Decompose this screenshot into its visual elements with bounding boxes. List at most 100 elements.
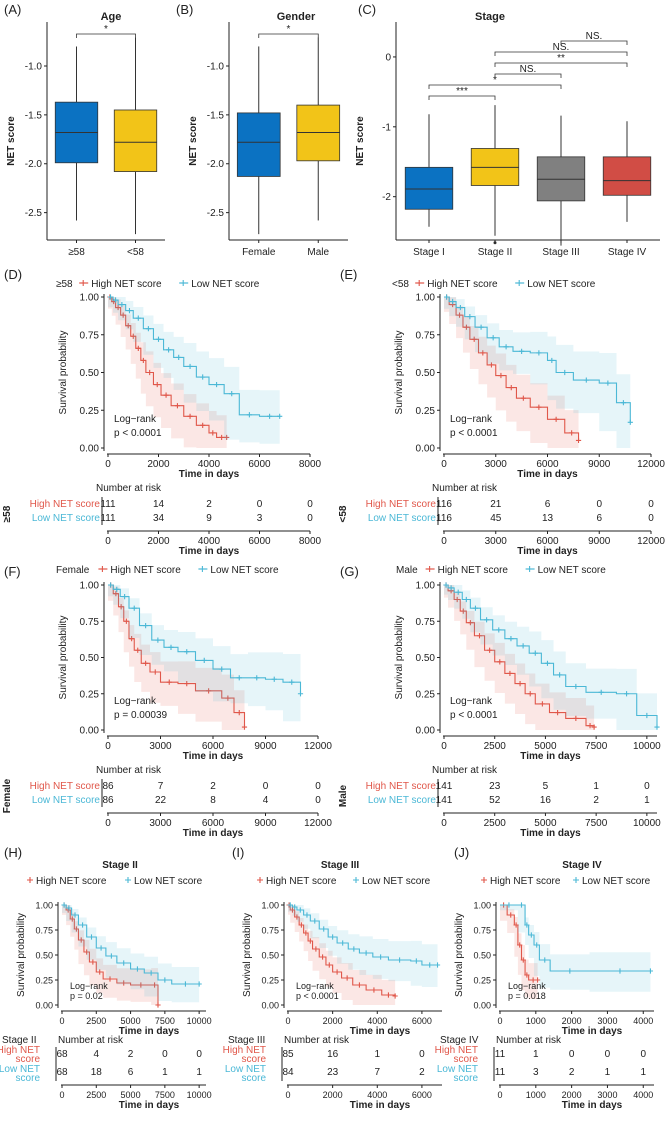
censor-mark: [184, 681, 190, 687]
censor-mark: [125, 323, 131, 329]
x-tick-label: 0: [285, 1016, 290, 1026]
censor-mark: [549, 357, 555, 364]
censor-mark: [187, 413, 193, 419]
risk-high-count: 5: [543, 781, 549, 792]
censor-mark: [213, 381, 220, 388]
x-tick-label: 12000: [637, 459, 665, 470]
significance-bracket: [428, 95, 496, 100]
risk-high-count: 1: [593, 781, 599, 792]
panel-label: (F): [4, 564, 21, 579]
strata-title: Female: [56, 565, 90, 576]
censor-mark: [460, 608, 466, 614]
strata-title: Stage III: [321, 860, 360, 871]
box-panel-1: (B) Gender -1.0 -1.5 -2.0 -2.5 NET score Female…: [176, 2, 348, 258]
risk-high-count: 0: [605, 1049, 611, 1060]
censor-mark: [450, 298, 456, 305]
risk-low-count: 34: [153, 513, 165, 524]
censor-mark: [644, 712, 650, 719]
p-value: p < 0.0001: [450, 428, 498, 439]
risk-low-count: 1: [605, 1067, 611, 1078]
risk-x-axis-label: Time in days: [119, 1100, 180, 1111]
censor-mark: [481, 877, 487, 883]
censor-mark: [520, 643, 526, 649]
significance-label: *: [493, 75, 497, 86]
censor-mark: [196, 981, 202, 987]
risk-high-count: 0: [644, 781, 650, 792]
censor-mark: [573, 877, 579, 883]
censor-mark: [254, 675, 260, 681]
chart-title: Gender: [277, 11, 316, 23]
risk-x-tick-label: 0: [441, 536, 447, 547]
censor-mark: [463, 596, 469, 603]
censor-mark: [135, 345, 141, 351]
y-tick-label: 0.25: [80, 406, 100, 417]
p-value: p < 0.0001: [450, 710, 498, 721]
legend-low: Low NET score: [538, 565, 607, 576]
panel-label: (C): [358, 2, 376, 17]
censor-mark: [524, 922, 530, 928]
risk-low-label: Low NET: [0, 1064, 40, 1075]
legend-high: High NET score: [427, 279, 498, 290]
censor-mark: [569, 430, 575, 436]
censor-mark: [152, 669, 158, 675]
low-net-ci-band: [444, 297, 631, 448]
censor-mark: [166, 679, 172, 685]
y-tick-label: 0.25: [416, 689, 436, 700]
significance-label: ***: [456, 86, 468, 97]
censor-mark: [143, 660, 149, 666]
y-tick-label: -1.5: [207, 110, 225, 121]
x-tick-label: 12000: [304, 741, 332, 752]
risk-x-tick-label: 7500: [585, 818, 608, 829]
risk-low-count: 16: [540, 795, 552, 806]
censor-mark: [79, 922, 86, 928]
censor-mark: [292, 904, 298, 910]
risk-low-count: 3: [533, 1067, 539, 1078]
censor-mark: [257, 877, 263, 883]
low-net-ci-band: [108, 297, 280, 444]
x-tick-label: <58: [127, 247, 144, 258]
y-axis-label: Survival probability: [394, 331, 405, 415]
censor-mark: [448, 585, 454, 591]
risk-low-count: 2: [569, 1067, 575, 1078]
risk-x-axis-label: Time in days: [562, 1100, 623, 1111]
risk-high-count: 0: [257, 499, 263, 510]
censor-mark: [113, 591, 119, 597]
censor-mark: [555, 710, 561, 716]
censor-mark: [98, 945, 104, 951]
logrank-label: Log−rank: [296, 981, 334, 991]
y-tick-label: 1.00: [261, 901, 279, 911]
high-net-ci-band: [288, 905, 396, 1005]
risk-high-label: High NET score: [366, 499, 437, 510]
y-tick-label: 0.50: [416, 653, 436, 664]
risk-low-count: 1: [162, 1067, 168, 1078]
legend-low: Low NET score: [582, 876, 651, 887]
censor-mark: [119, 301, 125, 308]
censor-mark: [145, 326, 151, 332]
y-tick-label: -1.0: [25, 61, 43, 72]
risk-low-count: 4: [263, 795, 269, 806]
censor-mark: [27, 877, 33, 883]
x-tick-label: Stage IV: [608, 247, 647, 258]
censor-mark: [69, 916, 75, 922]
x-tick-label: 0: [59, 1016, 64, 1026]
censor-mark: [138, 982, 144, 988]
censor-mark: [162, 977, 168, 983]
risk-high-count: 16: [327, 1049, 339, 1060]
risk-x-tick-label: 0: [105, 536, 111, 547]
y-tick-label: -1: [382, 122, 391, 133]
significance-label: NS.: [586, 31, 603, 42]
y-tick-label: -2.5: [25, 208, 43, 219]
censor-mark: [107, 294, 114, 300]
y-tick-label: 0.50: [80, 653, 100, 664]
risk-high-count: 1: [533, 1049, 539, 1060]
censor-mark: [587, 723, 593, 729]
censor-mark: [591, 724, 597, 730]
x-tick-label: 4000: [367, 1016, 387, 1026]
x-tick-label: 0: [441, 459, 447, 470]
risk-low-count: 18: [91, 1067, 103, 1078]
y-tick-label: 0.50: [473, 951, 491, 961]
censor-mark: [623, 691, 630, 697]
censor-mark: [528, 932, 534, 938]
